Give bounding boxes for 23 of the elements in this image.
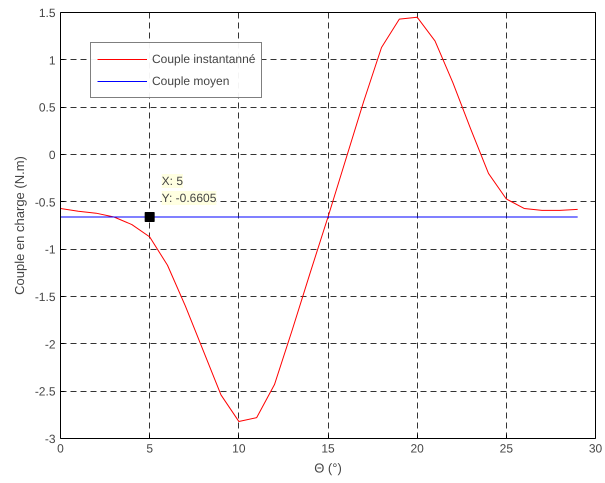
legend-label: Couple moyen — [152, 74, 230, 88]
x-tick-label: 10 — [232, 442, 246, 456]
x-tick-label: 5 — [146, 442, 154, 456]
x-tick-label: 20 — [410, 442, 424, 456]
y-tick-label: -1 — [44, 242, 56, 257]
y-axis-title: Couple en charge (N.m) — [12, 156, 27, 295]
y-tick-label: 1 — [48, 53, 56, 68]
y-tick-label: 0.5 — [38, 100, 56, 115]
y-tick-label: -0.5 — [34, 195, 56, 210]
x-tick-label: 15 — [321, 442, 335, 456]
x-tick-label: 0 — [57, 442, 64, 456]
legend-label: Couple instantanné — [152, 52, 256, 66]
y-tick-label: -1.5 — [34, 290, 56, 304]
y-tick-label: -3 — [44, 432, 56, 446]
y-tick-label: 1.5 — [38, 6, 56, 20]
line-series — [60, 16, 578, 422]
y-tick-label: -2 — [44, 337, 56, 352]
annotation: X: 5 Y: -0.6605 — [162, 174, 217, 206]
x-tick-label: 25 — [500, 442, 514, 456]
y-tick-label: 0 — [48, 148, 56, 162]
x-tick-label: 30 — [588, 442, 602, 456]
y-tick-label: -2.5 — [34, 384, 56, 399]
x-axis-title: Θ (°) — [314, 460, 342, 476]
